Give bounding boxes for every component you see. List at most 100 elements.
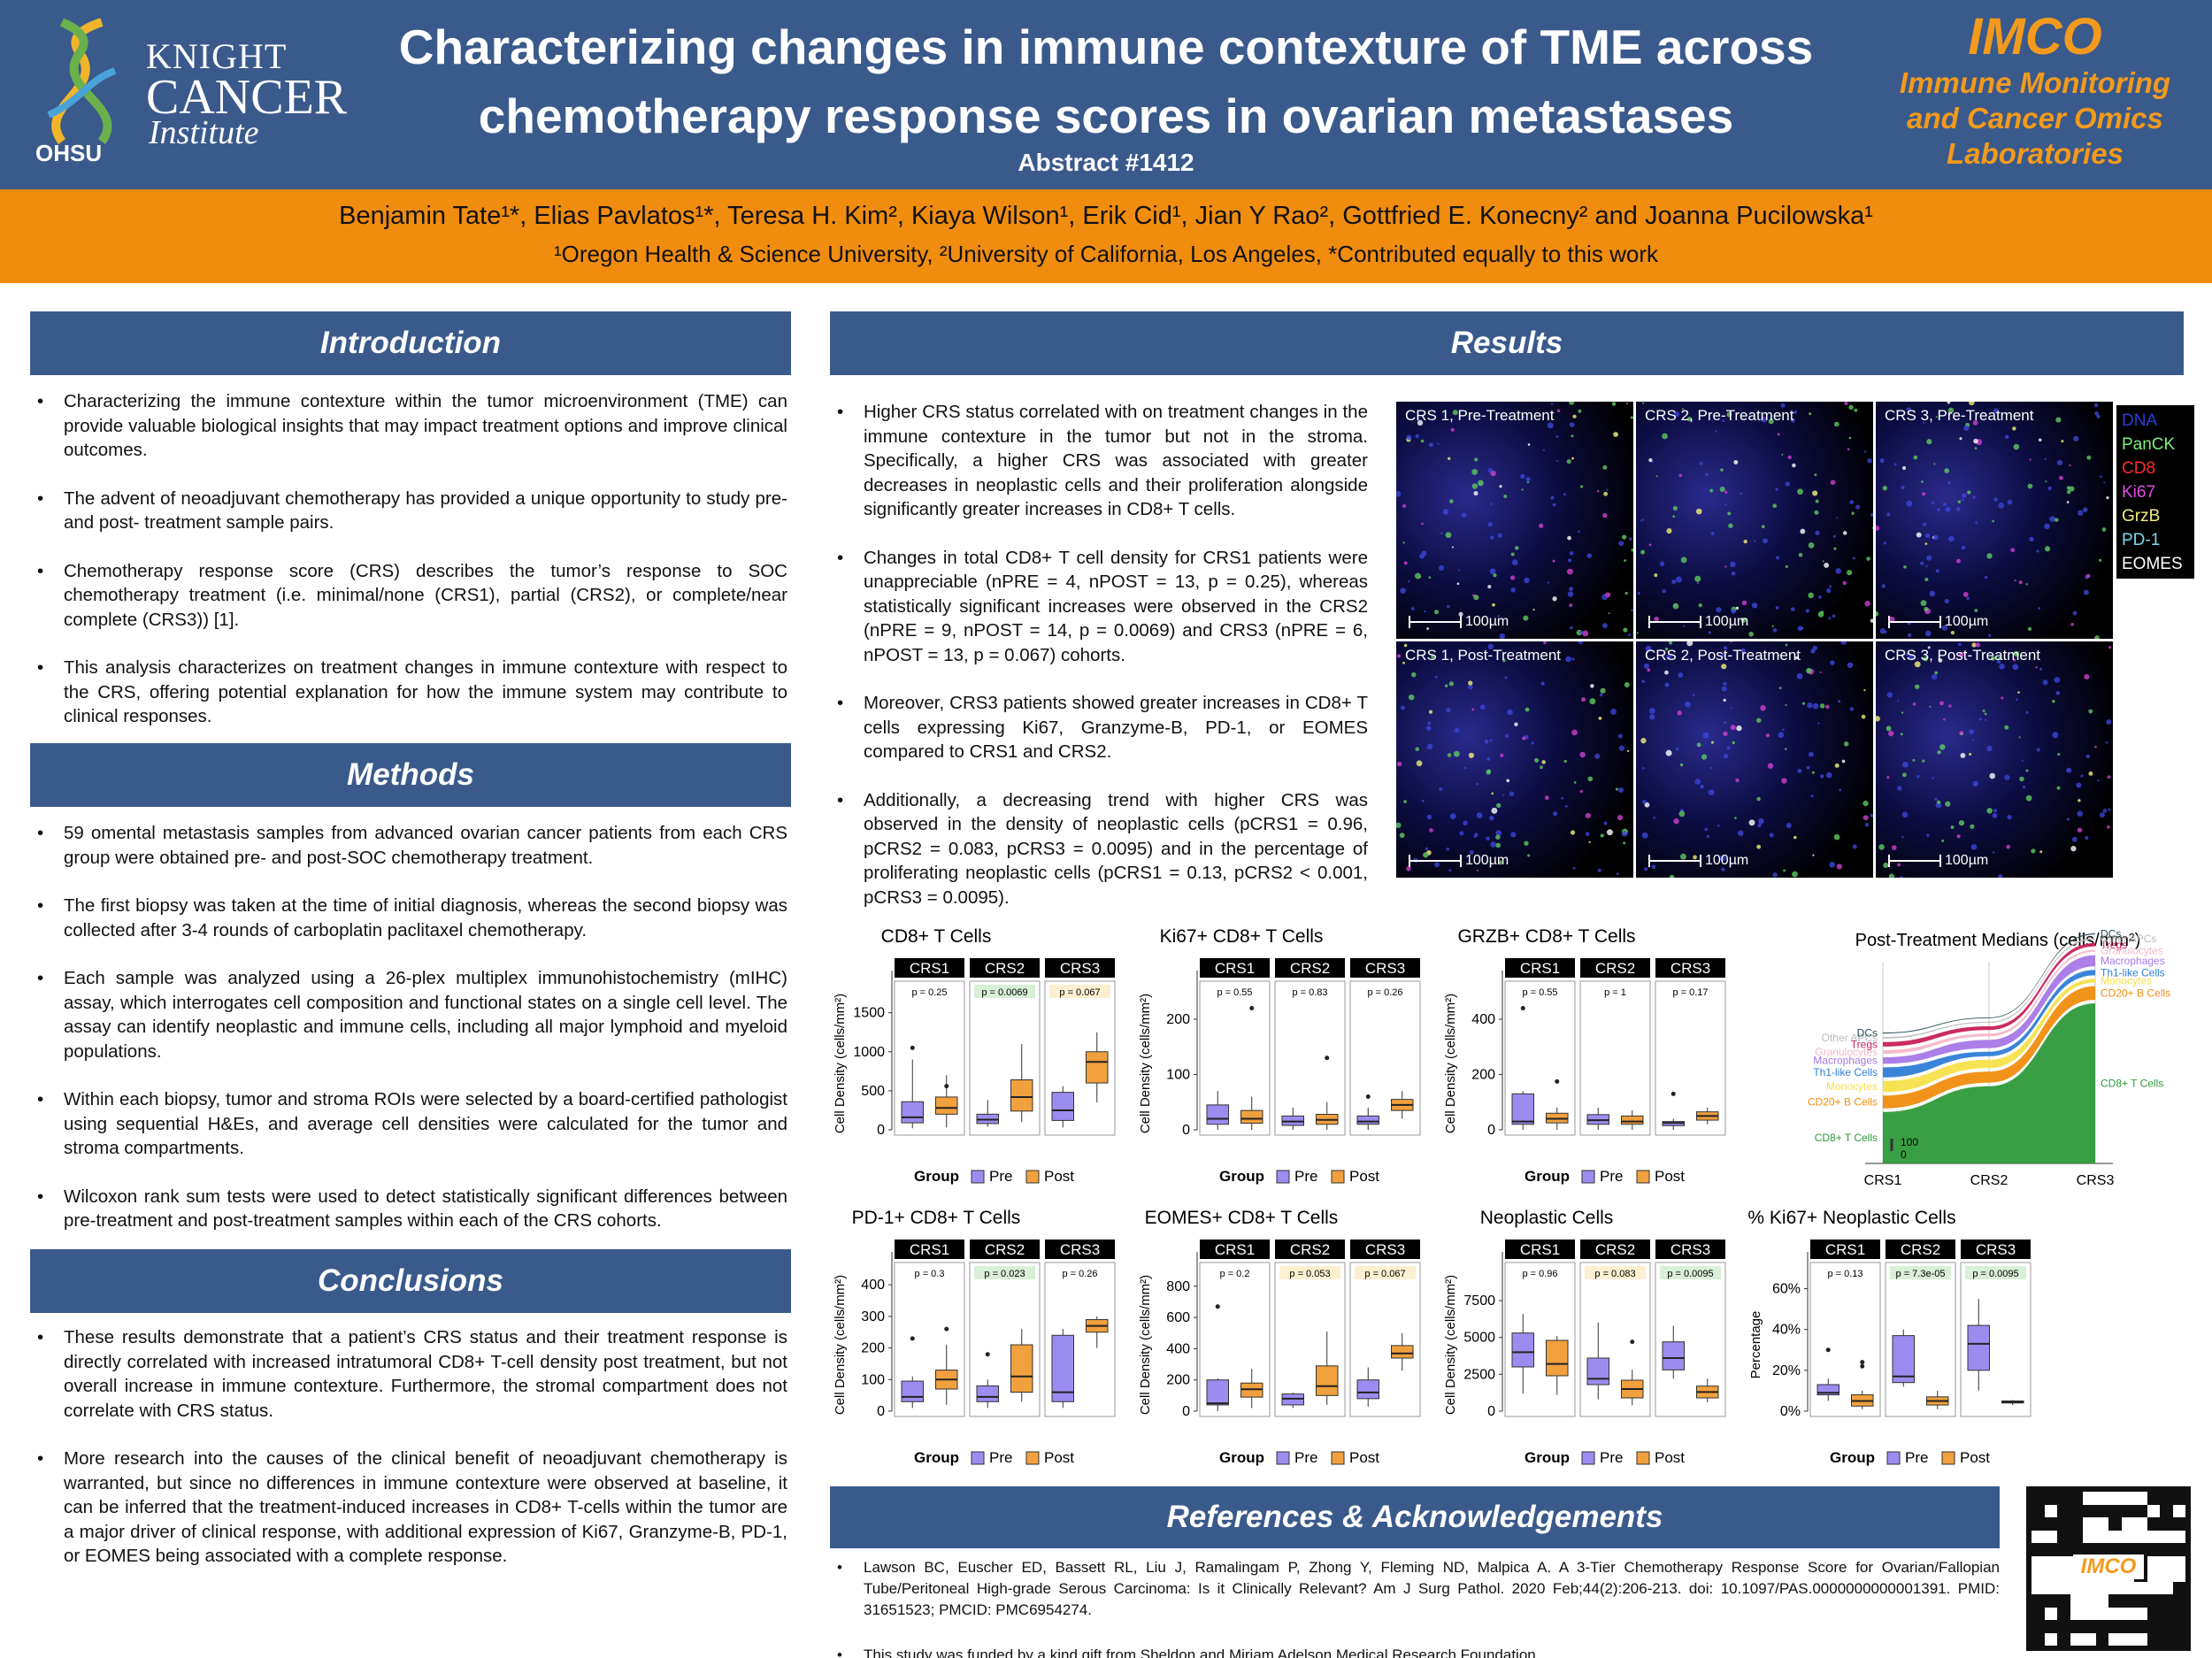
scale-bar-label: 100µm bbox=[1465, 853, 1509, 868]
conclusions-list: These results demonstrate that a patient… bbox=[30, 1325, 787, 1593]
p-value-highlight bbox=[1049, 985, 1110, 998]
outlier-point bbox=[985, 1352, 990, 1357]
qr-cell bbox=[2172, 1581, 2185, 1594]
qr-cell bbox=[2083, 1581, 2096, 1594]
box-pre bbox=[1967, 1324, 1990, 1371]
qr-cell bbox=[2147, 1594, 2160, 1608]
scale-bar-label: 100µm bbox=[1705, 853, 1749, 868]
y-axis-label: Cell Density (cells/mm²) bbox=[1138, 994, 1153, 1133]
p-value-label: p = 0.067 bbox=[1364, 1269, 1405, 1279]
facet-label: CRS1 bbox=[910, 960, 949, 977]
qr-cell bbox=[2044, 1492, 2057, 1505]
qr-cell bbox=[2044, 1581, 2057, 1594]
stream-layer bbox=[1883, 979, 2095, 1093]
left-series-label: Th1-like Cells bbox=[1813, 1066, 1878, 1078]
legend-label-post: Post bbox=[1044, 1168, 1074, 1185]
facet-strip bbox=[1580, 1240, 1650, 1259]
qr-cell bbox=[2070, 1607, 2083, 1620]
facet-strip bbox=[1655, 1240, 1725, 1259]
box-pre bbox=[901, 1380, 924, 1402]
p-value-label: p = 0.55 bbox=[1217, 987, 1252, 998]
qr-cell bbox=[2160, 1543, 2173, 1556]
outlier-point bbox=[1860, 1363, 1865, 1369]
facet-strip bbox=[1045, 1240, 1115, 1259]
qr-cell bbox=[2044, 1530, 2057, 1543]
charts-area: CD8+ T Cells Cell Density (cells/mm²) 0 500… bbox=[830, 925, 2193, 1478]
p-value-label: p = 0.023 bbox=[984, 1269, 1025, 1279]
y-tick-label: 0 bbox=[1487, 1404, 1495, 1419]
bullet-item: 59 omental metastasis samples from advan… bbox=[30, 821, 787, 870]
qr-cell bbox=[2172, 1620, 2185, 1633]
legend-swatch-pre bbox=[1886, 1451, 1901, 1465]
qr-cell bbox=[2121, 1607, 2134, 1620]
scale-bar: 100µm bbox=[1888, 614, 1988, 630]
y-tick-label: 5000 bbox=[1463, 1331, 1495, 1346]
box-pre bbox=[1356, 1115, 1379, 1125]
micrograph-panel: CRS 1, Pre-Treatment 100µm bbox=[1396, 402, 1633, 639]
bullet-item: This study was funded by a kind gift fro… bbox=[830, 1645, 2000, 1658]
box-pre bbox=[1586, 1357, 1609, 1386]
x-tick-label: CRS3 bbox=[2077, 1173, 2115, 1188]
qr-cell bbox=[2070, 1504, 2083, 1517]
legend-swatch-pre bbox=[1581, 1451, 1595, 1465]
legend-channel: PanCK bbox=[2122, 435, 2176, 454]
legend-swatch-post bbox=[1025, 1170, 1040, 1184]
box-pre bbox=[901, 1101, 924, 1124]
facet-label: CRS2 bbox=[1901, 1241, 1940, 1258]
y-tick-label: 600 bbox=[1166, 1310, 1190, 1325]
qr-cell bbox=[2160, 1555, 2173, 1569]
p-value-label: p = 0.26 bbox=[1062, 1269, 1097, 1279]
qr-cell bbox=[2121, 1504, 2134, 1517]
bullet-item: Lawson BC, Euscher ED, Bassett RL, Liu J… bbox=[830, 1557, 2000, 1621]
qr-cell bbox=[2083, 1607, 2096, 1620]
qr-cell bbox=[2057, 1492, 2070, 1505]
stream-layer bbox=[1883, 970, 2095, 1078]
y-tick-label: 7500 bbox=[1463, 1293, 1495, 1309]
qr-code-icon[interactable] bbox=[2026, 1486, 2191, 1651]
qr-cell bbox=[2057, 1504, 2070, 1517]
qr-cell bbox=[2160, 1517, 2173, 1531]
qr-cell bbox=[2172, 1607, 2185, 1620]
imco-line-1: Immune Monitoring bbox=[1899, 66, 2171, 99]
y-tick-label: 0 bbox=[877, 1404, 885, 1419]
imco-logo: IMCO Immune Monitoring and Cancer Omics … bbox=[1876, 9, 2194, 172]
qr-cell bbox=[2057, 1632, 2070, 1646]
qr-cell bbox=[2121, 1543, 2134, 1556]
box-pre bbox=[1051, 1334, 1074, 1402]
p-value-highlight bbox=[974, 1266, 1035, 1279]
legend-swatch-post bbox=[1331, 1170, 1345, 1184]
legend-title: Group bbox=[1219, 1449, 1264, 1466]
qr-cell bbox=[2108, 1594, 2122, 1608]
qr-cell bbox=[2147, 1543, 2160, 1556]
facet-label: CRS1 bbox=[1215, 1241, 1255, 1258]
logo-cancer-text: CANCER bbox=[146, 70, 348, 125]
results-heading: Results bbox=[830, 311, 2184, 375]
y-axis-label: Cell Density (cells/mm²) bbox=[1138, 1275, 1153, 1415]
knight-logo-helix-icon bbox=[47, 18, 117, 144]
introduction-heading: Introduction bbox=[30, 311, 791, 375]
qr-cell bbox=[2121, 1581, 2134, 1594]
y-axis-label: Cell Density (cells/mm²) bbox=[833, 1275, 848, 1415]
qr-cell bbox=[2160, 1492, 2173, 1505]
qr-cell bbox=[2095, 1543, 2108, 1556]
facet-strip bbox=[1350, 1240, 1420, 1259]
legend-channel: DNA bbox=[2122, 411, 2158, 430]
y-tick-label: 200 bbox=[1471, 1068, 1495, 1083]
facet-label: CRS3 bbox=[1976, 1241, 2016, 1258]
qr-cell bbox=[2108, 1530, 2122, 1543]
legend-label-pre: Pre bbox=[989, 1449, 1012, 1466]
box-pre bbox=[1206, 1379, 1229, 1406]
p-value-label: p = 0.0069 bbox=[981, 987, 1027, 998]
qr-cell bbox=[2044, 1569, 2057, 1582]
qr-cell bbox=[2044, 1504, 2057, 1517]
qr-cell bbox=[2172, 1555, 2185, 1569]
legend-label-post: Post bbox=[1349, 1449, 1379, 1466]
stream-layer bbox=[1883, 955, 2095, 1064]
affiliations: ¹Oregon Health & Science University, ²Un… bbox=[553, 241, 1659, 267]
outlier-point bbox=[1825, 1347, 1831, 1353]
chart-title: Neoplastic Cells bbox=[1480, 1208, 1614, 1228]
title-line-2: chemotherapy response scores in ovarian … bbox=[478, 88, 1734, 143]
qr-cell bbox=[2032, 1632, 2045, 1646]
qr-cell bbox=[2121, 1620, 2134, 1633]
qr-cell bbox=[2160, 1504, 2173, 1517]
